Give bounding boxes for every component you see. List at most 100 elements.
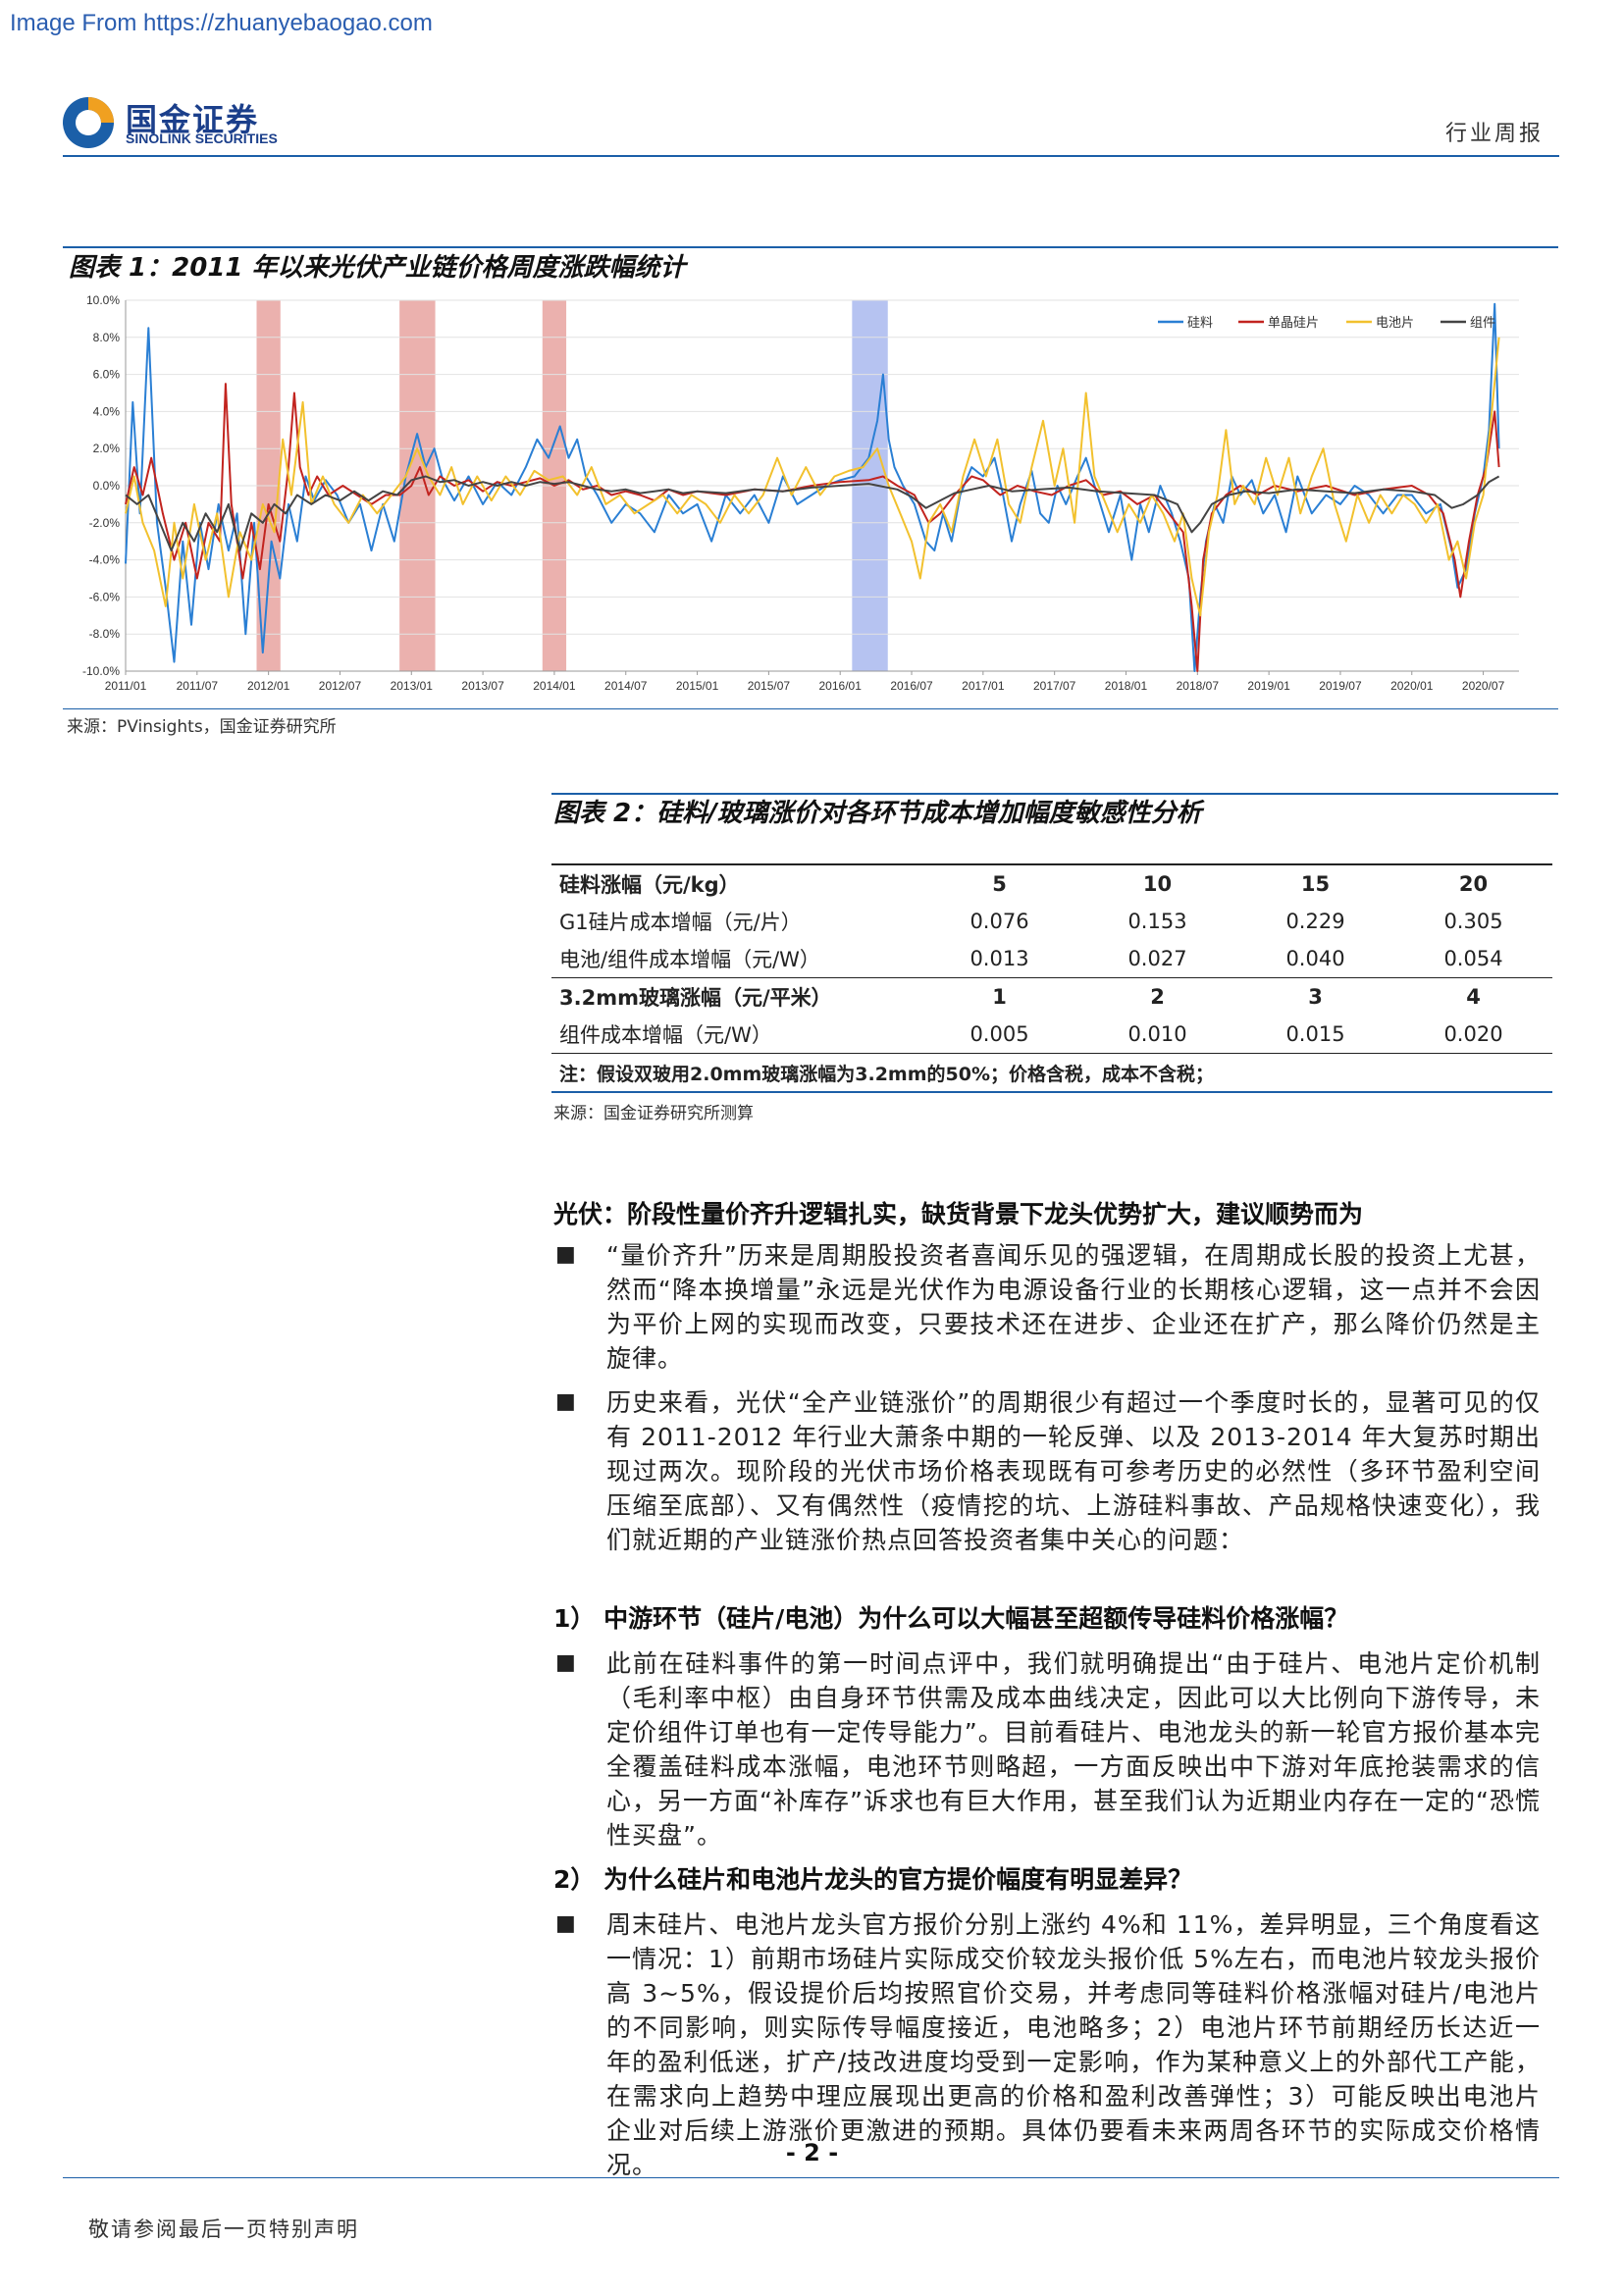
table-row: 3.2mm玻璃涨幅（元/平米） 1 2 3 4 bbox=[551, 977, 1552, 1016]
table-row: 硅料涨幅（元/kg） 5 10 15 20 bbox=[551, 863, 1552, 903]
footer-divider bbox=[63, 2177, 1559, 2178]
table-note-row: 注：假设双玻用2.0mm玻璃涨幅为3.2mm的50%；价格含税，成本不含税； bbox=[551, 1053, 1552, 1093]
table-cell: 0.027 bbox=[1127, 947, 1187, 970]
x-tick-label: 2011/01 bbox=[105, 679, 147, 693]
legend-label: 组件 bbox=[1470, 316, 1495, 331]
logo-chinese-name: 国金证券 bbox=[126, 101, 260, 138]
x-tick-label: 2016/07 bbox=[890, 679, 933, 693]
bullet-marker: ■ bbox=[555, 1650, 576, 1675]
x-tick-label: 2015/07 bbox=[748, 679, 791, 693]
table-cell: 0.305 bbox=[1443, 910, 1503, 933]
legend-label: 单晶硅片 bbox=[1268, 316, 1319, 331]
table-cell: 0.153 bbox=[1127, 910, 1187, 933]
y-tick-label: 10.0% bbox=[86, 293, 120, 307]
x-tick-label: 2012/01 bbox=[247, 679, 290, 693]
x-tick-label: 2013/01 bbox=[391, 679, 434, 693]
y-tick-label: -10.0% bbox=[82, 664, 120, 678]
table-row-label: 电池/组件成本增幅（元/W） bbox=[559, 948, 820, 971]
table-cell: 0.010 bbox=[1127, 1022, 1187, 1046]
figure2-top-rule bbox=[551, 793, 1558, 795]
question-1: 1） 中游环节（硅片/电池）为什么可以大幅甚至超额传导硅料价格涨幅？ bbox=[553, 1604, 1349, 1633]
series-line bbox=[125, 337, 1500, 617]
figure1-bottom-rule bbox=[63, 708, 1558, 709]
x-tick-label: 2016/01 bbox=[819, 679, 863, 693]
table-row-label: 组件成本增幅（元/W） bbox=[559, 1023, 772, 1047]
table-cell: 0.015 bbox=[1285, 1022, 1345, 1046]
logo-english-name: SINOLINK SECURITIES bbox=[126, 130, 278, 146]
x-tick-label: 2019/01 bbox=[1247, 679, 1290, 693]
x-tick-label: 2020/07 bbox=[1462, 679, 1505, 693]
table-cell: 0.040 bbox=[1285, 947, 1345, 970]
x-tick-label: 2018/07 bbox=[1177, 679, 1220, 693]
table-cell: 0.076 bbox=[969, 910, 1029, 933]
table-row-label: 3.2mm玻璃涨幅（元/平米） bbox=[551, 977, 920, 1016]
table-cell: 0.013 bbox=[969, 947, 1029, 970]
y-tick-label: -8.0% bbox=[89, 627, 121, 641]
y-tick-label: 0.0% bbox=[93, 479, 121, 493]
table-cell: 0.229 bbox=[1285, 910, 1345, 933]
table-row: G1硅片成本增幅（元/片） 0.076 0.153 0.229 0.305 bbox=[551, 903, 1552, 940]
figure2-title: 图表 2：硅料/玻璃涨价对各环节成本增加幅度敏感性分析 bbox=[553, 799, 1202, 828]
x-tick-label: 2014/07 bbox=[604, 679, 648, 693]
x-tick-label: 2019/07 bbox=[1319, 679, 1362, 693]
logo-mark-icon bbox=[63, 97, 114, 148]
table-cell: 0.054 bbox=[1443, 947, 1503, 970]
y-tick-label: -4.0% bbox=[89, 553, 121, 567]
table-cell: 5 bbox=[920, 863, 1078, 903]
x-tick-label: 2014/01 bbox=[533, 679, 576, 693]
x-tick-label: 2012/07 bbox=[319, 679, 362, 693]
paragraph-2: 历史来看，光伏“全产业链涨价”的周期很少有超过一个季度时长的，显著可见的仅有 2… bbox=[606, 1388, 1541, 1554]
table-note: 注：假设双玻用2.0mm玻璃涨幅为3.2mm的50%；价格含税，成本不含税； bbox=[551, 1053, 1552, 1093]
table-row: 电池/组件成本增幅（元/W） 0.013 0.027 0.040 0.054 bbox=[551, 940, 1552, 978]
x-tick-label: 2015/01 bbox=[676, 679, 719, 693]
bullet-marker: ■ bbox=[555, 1389, 576, 1414]
report-type-label: 行业周报 bbox=[1444, 122, 1544, 146]
figure1-top-rule bbox=[63, 246, 1558, 248]
series-line bbox=[125, 383, 1500, 672]
figure1-source: 来源：PVinsights，国金证券研究所 bbox=[67, 717, 337, 737]
legend-label: 硅料 bbox=[1187, 316, 1213, 331]
figure2-source: 来源：国金证券研究所测算 bbox=[553, 1104, 754, 1123]
y-tick-label: 8.0% bbox=[93, 331, 121, 344]
x-tick-label: 2011/07 bbox=[177, 679, 219, 693]
table-cell: 3 bbox=[1236, 977, 1394, 1016]
table-cell: 0.005 bbox=[969, 1022, 1029, 1046]
header-divider bbox=[63, 155, 1559, 157]
bullet-marker: ■ bbox=[555, 1911, 576, 1936]
x-tick-label: 2017/01 bbox=[962, 679, 1005, 693]
table-row: 组件成本增幅（元/W） 0.005 0.010 0.015 0.020 bbox=[551, 1016, 1552, 1054]
page-number: - 2 - bbox=[785, 2139, 839, 2166]
paragraph-1: “量价齐升”历来是周期股投资者喜闻乐见的强逻辑，在周期成长股的投资上尤甚，然而“… bbox=[606, 1241, 1541, 1373]
y-tick-label: 4.0% bbox=[93, 404, 121, 418]
price-change-chart: 10.0% 8.0% 6.0% 4.0% 2.0% 0.0% -2.0% -4.0% -6.0%… bbox=[82, 293, 1519, 693]
section-title: 光伏：阶段性量价齐升逻辑扎实，缺货背景下龙头优势扩大，建议顺势而为 bbox=[553, 1200, 1364, 1228]
figure1-title: 图表 1：2011 年以来光伏产业链价格周度涨跌幅统计 bbox=[69, 253, 686, 283]
y-tick-label: 6.0% bbox=[93, 368, 121, 382]
table-cell: 0.020 bbox=[1443, 1022, 1503, 1046]
paragraph-3: 此前在硅料事件的第一时间点评中，我们就明确提出“由于硅片、电池片定价机制（毛利率… bbox=[606, 1649, 1541, 1850]
bullet-marker: ■ bbox=[555, 1242, 576, 1267]
company-logo: 国金证券 SINOLINK SECURITIES bbox=[61, 93, 296, 150]
footer-disclaimer: 敬请参阅最后一页特别声明 bbox=[88, 2218, 359, 2241]
sensitivity-table: 硅料涨幅（元/kg） 5 10 15 20 G1硅片成本增幅（元/片） 0.076 0.153… bbox=[551, 863, 1552, 1093]
y-tick-label: -2.0% bbox=[89, 516, 121, 530]
table-cell: 4 bbox=[1394, 977, 1552, 1016]
x-tick-label: 2017/07 bbox=[1033, 679, 1076, 693]
question-2: 2） 为什么硅片和电池片龙头的官方提价幅度有明显差异？ bbox=[553, 1865, 1193, 1894]
x-tick-label: 2013/07 bbox=[461, 679, 504, 693]
table-row-label: 硅料涨幅（元/kg） bbox=[551, 863, 920, 903]
table-cell: 20 bbox=[1394, 863, 1552, 903]
table-cell: 2 bbox=[1078, 977, 1236, 1016]
legend-label: 电池片 bbox=[1376, 316, 1414, 331]
y-tick-label: 2.0% bbox=[93, 442, 121, 455]
table-cell: 15 bbox=[1236, 863, 1394, 903]
table-row-label: G1硅片成本增幅（元/片） bbox=[559, 911, 802, 934]
watermark-link[interactable]: Image From https://zhuanyebaogao.com bbox=[10, 10, 433, 36]
table-cell: 10 bbox=[1078, 863, 1236, 903]
series-line bbox=[125, 475, 1500, 552]
y-tick-label: -6.0% bbox=[89, 590, 121, 603]
paragraph-4: 周末硅片、电池片龙头官方报价分别上涨约 4%和 11%，差异明显，三个角度看这一… bbox=[606, 1910, 1541, 2179]
table-cell: 1 bbox=[920, 977, 1078, 1016]
x-tick-label: 2020/01 bbox=[1390, 679, 1434, 693]
x-tick-label: 2018/01 bbox=[1105, 679, 1148, 693]
